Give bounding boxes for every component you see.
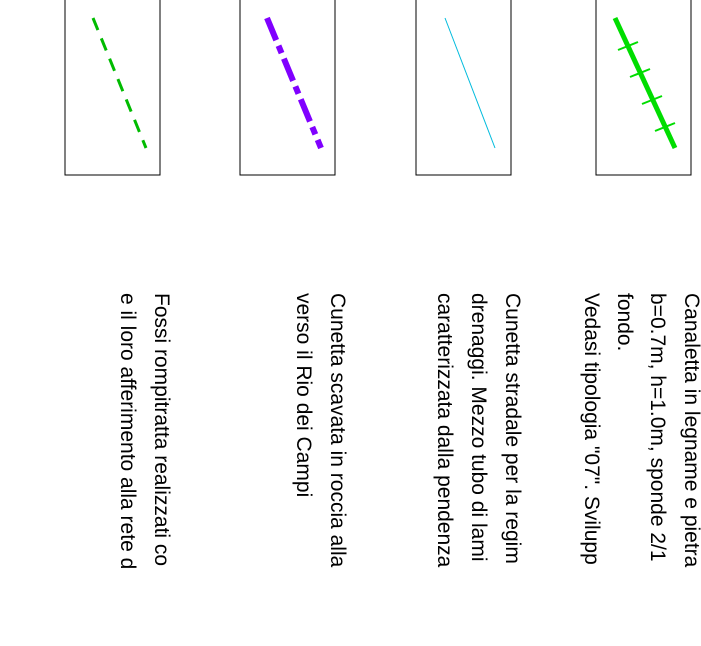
legend-item-fossi-symbol — [64, 0, 161, 176]
dash-dot-purple-line-symbol — [264, 16, 324, 150]
legend-text-line: verso il Rio dei Campi — [292, 293, 315, 497]
dashed-green-line-symbol — [91, 17, 148, 149]
legend-text-line: caratterizzata dalla pendenza — [433, 293, 456, 568]
legend-text-cunetta-roccia: Cunetta scavata in roccia alla verso il … — [292, 293, 349, 568]
symbol-box — [239, 0, 336, 176]
legend-text-line: fondo. — [613, 293, 636, 351]
legend-text-line: drenaggi. Mezzo tubo di lami — [467, 293, 490, 561]
legend-text-line: Vedasi tipologia "07". Svilupp — [580, 293, 603, 565]
legend-text-canaletta: Canaletta in legname e pietra b=0.7m, h=… — [580, 293, 701, 568]
legend-item-cunetta-stradale-symbol — [415, 0, 512, 176]
legend-text-line: Canaletta in legname e pietra — [680, 293, 701, 568]
green-line-symbol — [612, 16, 678, 150]
legend-text-line: Fossi rompitratta realizzati co — [150, 293, 173, 566]
legend-item-canaletta-symbol — [595, 0, 692, 176]
cross-tick — [641, 95, 663, 105]
legend-text-line: Cunetta stradale per la regim — [501, 293, 524, 564]
legend-item-cunetta-roccia-symbol — [239, 0, 336, 176]
symbol-box — [64, 0, 161, 176]
thin-cyan-line-symbol — [444, 17, 496, 149]
legend-text-cunetta-stradale: Cunetta stradale per la regim drenaggi. … — [433, 293, 524, 568]
cross-tick — [654, 122, 676, 132]
legend-text-line: Cunetta scavata in roccia alla — [326, 293, 349, 568]
symbol-box — [595, 0, 692, 176]
legend-text-line: e il loro afferimento alla rete d — [116, 293, 139, 569]
legend-text-line: b=0.7m, h=1.0m, sponde 2/1 — [646, 293, 669, 562]
legend-text-fossi: Fossi rompitratta realizzati co e il lor… — [116, 293, 173, 569]
cross-tick — [617, 41, 639, 51]
symbol-box — [415, 0, 512, 176]
cross-tick — [629, 68, 651, 78]
